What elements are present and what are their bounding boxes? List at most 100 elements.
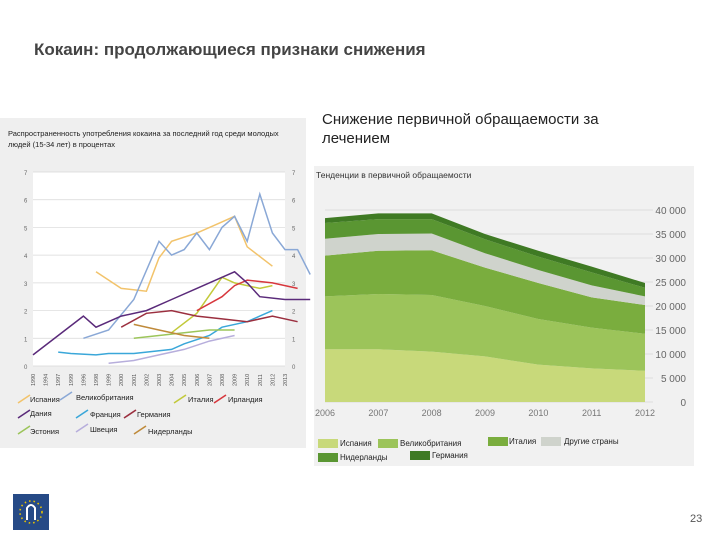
y-tick-label: 20 000 <box>655 302 686 313</box>
x-tick-label: 2004 <box>170 374 176 386</box>
legend-swatch <box>123 409 137 419</box>
logo-stars-icon <box>19 500 43 524</box>
x-tick-label: 2006 <box>195 374 201 386</box>
legend-netherlands: Нидерланды <box>148 427 193 436</box>
legend-swatch-uk <box>378 439 398 448</box>
x-tick-label: 2009 <box>233 374 239 386</box>
left-chart-title: Распространенность употребления кокаина … <box>8 129 279 149</box>
x-tick-label: 1999 <box>107 374 113 386</box>
plot-area <box>33 172 285 366</box>
y-tick-label: 30 000 <box>655 254 686 265</box>
x-tick-label: 1990 <box>31 374 37 386</box>
legend-swatch <box>75 409 89 419</box>
slide-title: Кокаин: продолжающиеся признаки снижения <box>34 40 426 59</box>
x-tick-label: 2005 <box>182 374 188 386</box>
legendR-uk: Великобритания <box>400 439 462 448</box>
area-series <box>325 294 645 371</box>
x-tick-label: 1999 <box>69 374 75 386</box>
y-tick-label-left: 6 <box>24 199 28 205</box>
series-line <box>133 323 210 340</box>
legend-spain: Испания <box>30 395 60 404</box>
y-tick-label: 35 000 <box>655 230 686 241</box>
y-tick-label-left: 3 <box>24 282 28 288</box>
legend-swatch <box>173 394 187 404</box>
x-tick-label: 2001 <box>132 374 138 386</box>
x-tick-label: 1994 <box>44 374 50 386</box>
legend-swatch-other <box>541 437 561 446</box>
legend-swatch-netherlands <box>318 453 338 462</box>
x-tick-label: 2012 <box>635 408 655 418</box>
right-chart-title: Тенденции в первичной обращаемости <box>316 170 472 180</box>
legend-denmark: Дания <box>30 409 52 418</box>
y-tick-label-right: 3 <box>292 282 296 288</box>
legendR-germany: Германия <box>432 451 468 460</box>
legend-swatch <box>133 425 147 435</box>
area-series <box>325 233 645 305</box>
legend-swatch <box>59 391 73 401</box>
legend-ireland: Ирландия <box>228 395 263 404</box>
x-tick-label: 1998 <box>94 374 100 386</box>
legend-estonia: Эстония <box>30 427 60 436</box>
area-series <box>325 219 645 297</box>
x-tick-label: 2009 <box>475 408 495 418</box>
x-tick-label: 2007 <box>207 374 213 386</box>
y-tick-label-left: 7 <box>24 171 28 177</box>
legend-uk: Великобритания <box>76 393 134 402</box>
area-series <box>325 250 645 334</box>
legend-swatch-spain <box>318 439 338 448</box>
x-tick-label: 2011 <box>582 408 601 418</box>
x-tick-label: 2013 <box>283 374 289 386</box>
legend-sweden: Швеция <box>90 425 118 434</box>
series-line <box>133 329 235 340</box>
legendR-spain: Испания <box>340 439 372 448</box>
y-tick-label-left: 1 <box>24 337 28 343</box>
legend-swatch-italy <box>488 437 508 446</box>
legendR-netherlands: Нидерланды <box>340 453 388 462</box>
y-tick-label-left: 4 <box>24 254 28 260</box>
x-tick-label: 2006 <box>315 408 335 418</box>
y-tick-label: 10 000 <box>655 350 686 361</box>
y-tick-label-right: 5 <box>292 226 296 232</box>
legendR-italy: Италия <box>509 437 537 446</box>
series-line <box>32 270 311 356</box>
series-line <box>95 215 273 293</box>
y-tick-label: 15 000 <box>655 326 686 337</box>
x-tick-label: 2010 <box>528 408 548 418</box>
legend-italy: Италия <box>188 395 214 404</box>
y-tick-label-left: 5 <box>24 226 28 232</box>
y-tick-label-left: 2 <box>24 310 28 316</box>
legend-swatch-germany <box>410 451 430 460</box>
legend-germany: Германия <box>137 410 171 419</box>
x-tick-label: 2002 <box>144 374 150 386</box>
y-tick-label-right: 0 <box>292 365 296 371</box>
emcdda-logo <box>13 494 49 530</box>
y-tick-label-right: 4 <box>292 254 296 260</box>
y-tick-label: 25 000 <box>655 278 686 289</box>
x-tick-label: 1997 <box>56 374 62 386</box>
x-tick-label: 2008 <box>220 374 226 386</box>
x-tick-label: 2011 <box>258 374 264 386</box>
legendR-other: Другие страны <box>564 437 619 446</box>
x-tick-label: 1996 <box>81 374 87 386</box>
x-tick-label: 2012 <box>270 374 276 386</box>
legend-swatch <box>17 409 31 419</box>
legend-swatch <box>75 423 89 433</box>
series-line <box>83 191 311 340</box>
x-tick-label: 2010 <box>245 374 251 386</box>
page-number: 23 <box>690 513 703 525</box>
series-line <box>120 309 298 328</box>
x-tick-label: 2003 <box>157 374 163 386</box>
y-tick-label-right: 7 <box>292 171 296 177</box>
series-line <box>171 276 273 334</box>
y-tick-label-right: 6 <box>292 199 296 205</box>
y-tick-label: 5 000 <box>661 374 686 385</box>
y-tick-label: 40 000 <box>655 206 686 217</box>
series-line <box>108 334 235 364</box>
right-chart-heading: Снижение первичной обращаемости за лечен… <box>322 111 599 147</box>
area-series <box>325 349 645 402</box>
x-tick-label: 2008 <box>422 408 442 418</box>
x-tick-label: 2007 <box>368 408 388 418</box>
x-tick-label: 2000 <box>119 374 125 386</box>
y-tick-label: 0 <box>680 398 686 409</box>
